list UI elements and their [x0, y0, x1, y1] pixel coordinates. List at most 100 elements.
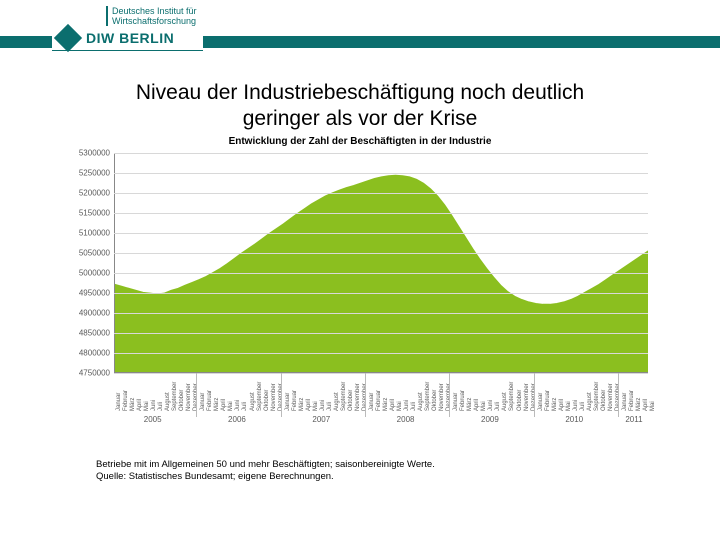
- x-tick-month: Januar: [538, 393, 544, 411]
- x-tick-month: Januar: [622, 393, 628, 411]
- x-tick-month: Juli: [327, 402, 333, 411]
- x-tick-month: November: [271, 383, 277, 411]
- logo-text: DIW BERLIN: [86, 30, 174, 46]
- x-tick-month: September: [172, 382, 178, 411]
- y-tick-label: 5300000: [79, 149, 110, 158]
- x-tick-month: Januar: [285, 393, 291, 411]
- year-separator: [534, 373, 535, 417]
- x-tick-month: Oktober: [601, 390, 607, 411]
- x-tick-month: September: [257, 382, 263, 411]
- x-year-label: 2005: [144, 415, 162, 424]
- y-tick-label: 4900000: [79, 309, 110, 318]
- x-tick-month: Juli: [495, 402, 501, 411]
- y-tick-label: 5150000: [79, 209, 110, 218]
- x-tick-month: Juni: [573, 400, 579, 411]
- x-tick-month: August: [502, 392, 508, 411]
- x-year-label: 2008: [397, 415, 415, 424]
- x-tick-month: Mai: [397, 401, 403, 411]
- x-tick-month: März: [383, 398, 389, 411]
- gridline: [114, 213, 648, 214]
- x-tick-month: März: [130, 398, 136, 411]
- x-tick-month: Juli: [580, 402, 586, 411]
- y-tick-label: 5000000: [79, 269, 110, 278]
- x-year-label: 2009: [481, 415, 499, 424]
- x-tick-month: April: [559, 399, 565, 411]
- gridline: [114, 233, 648, 234]
- y-tick-label: 5100000: [79, 229, 110, 238]
- x-tick-month: August: [418, 392, 424, 411]
- x-tick-month: Mai: [650, 401, 656, 411]
- x-tick-month: Mai: [144, 401, 150, 411]
- gridline: [114, 293, 648, 294]
- x-year-label: 2010: [565, 415, 583, 424]
- x-tick-month: April: [221, 399, 227, 411]
- x-tick-month: Februar: [292, 390, 298, 411]
- x-tick-month: März: [552, 398, 558, 411]
- x-tick-month: September: [425, 382, 431, 411]
- x-tick-month: April: [306, 399, 312, 411]
- chart-title: Entwicklung der Zahl der Beschäftigten i…: [60, 136, 660, 147]
- x-axis-labels: JanuarFebruarMärzAprilMaiJuniJuliAugustS…: [114, 375, 648, 415]
- y-tick-label: 4950000: [79, 289, 110, 298]
- x-tick-month: Juni: [235, 400, 241, 411]
- x-tick-month: Juni: [488, 400, 494, 411]
- gridline: [114, 353, 648, 354]
- y-tick-label: 5250000: [79, 169, 110, 178]
- institute-name: Deutsches Institut für Wirtschaftsforsch…: [106, 6, 197, 26]
- slide-body: Niveau der Industriebeschäftigung noch d…: [0, 60, 720, 483]
- gridline: [114, 253, 648, 254]
- x-tick-month: April: [474, 399, 480, 411]
- x-year-label: 2011: [625, 415, 642, 424]
- logo-diamond-icon: [54, 24, 82, 52]
- x-tick-month: Februar: [123, 390, 129, 411]
- y-tick-label: 5200000: [79, 189, 110, 198]
- gridline: [114, 173, 648, 174]
- institute-line2: Wirtschaftsforschung: [112, 16, 196, 26]
- x-tick-month: September: [341, 382, 347, 411]
- x-tick-month: Juli: [158, 402, 164, 411]
- x-tick-month: März: [467, 398, 473, 411]
- logo-main: DIW BERLIN: [54, 28, 197, 48]
- x-tick-month: Juni: [404, 400, 410, 411]
- y-tick-label: 4850000: [79, 329, 110, 338]
- x-tick-month: August: [334, 392, 340, 411]
- x-tick-month: November: [355, 383, 361, 411]
- x-tick-month: Oktober: [179, 390, 185, 411]
- title-line2: geringer als vor der Krise: [243, 107, 478, 130]
- x-tick-month: Juni: [320, 400, 326, 411]
- area-chart-svg: [115, 153, 648, 372]
- x-tick-month: April: [643, 399, 649, 411]
- x-tick-month: Januar: [116, 393, 122, 411]
- x-tick-month: November: [439, 383, 445, 411]
- footnote-line1: Betriebe mit im Allgemeinen 50 und mehr …: [96, 459, 435, 470]
- year-separator: [365, 373, 366, 417]
- x-tick-month: Oktober: [432, 390, 438, 411]
- x-tick-month: Januar: [200, 393, 206, 411]
- x-tick-month: Juli: [242, 402, 248, 411]
- x-tick-month: August: [587, 392, 593, 411]
- x-tick-month: Februar: [545, 390, 551, 411]
- x-tick-month: Oktober: [348, 390, 354, 411]
- gridline: [114, 193, 648, 194]
- x-tick-month: Mai: [481, 401, 487, 411]
- x-tick-month: Mai: [566, 401, 572, 411]
- x-tick-month: August: [165, 392, 171, 411]
- x-tick-month: April: [390, 399, 396, 411]
- footnote: Betriebe mit im Allgemeinen 50 und mehr …: [96, 459, 660, 483]
- title-line1: Niveau der Industriebeschäftigung noch d…: [136, 81, 584, 104]
- x-tick-month: Oktober: [517, 390, 523, 411]
- year-separator: [196, 373, 197, 417]
- gridline: [114, 313, 648, 314]
- x-tick-month: Mai: [313, 401, 319, 411]
- gridline: [114, 373, 648, 374]
- x-tick-month: März: [636, 398, 642, 411]
- x-tick-month: Januar: [453, 393, 459, 411]
- x-tick-month: Februar: [376, 390, 382, 411]
- y-tick-label: 5050000: [79, 249, 110, 258]
- year-separator: [281, 373, 282, 417]
- gridline: [114, 153, 648, 154]
- x-year-label: 2007: [312, 415, 330, 424]
- slide-title: Niveau der Industriebeschäftigung noch d…: [60, 80, 660, 132]
- x-tick-month: März: [299, 398, 305, 411]
- x-tick-month: Februar: [207, 390, 213, 411]
